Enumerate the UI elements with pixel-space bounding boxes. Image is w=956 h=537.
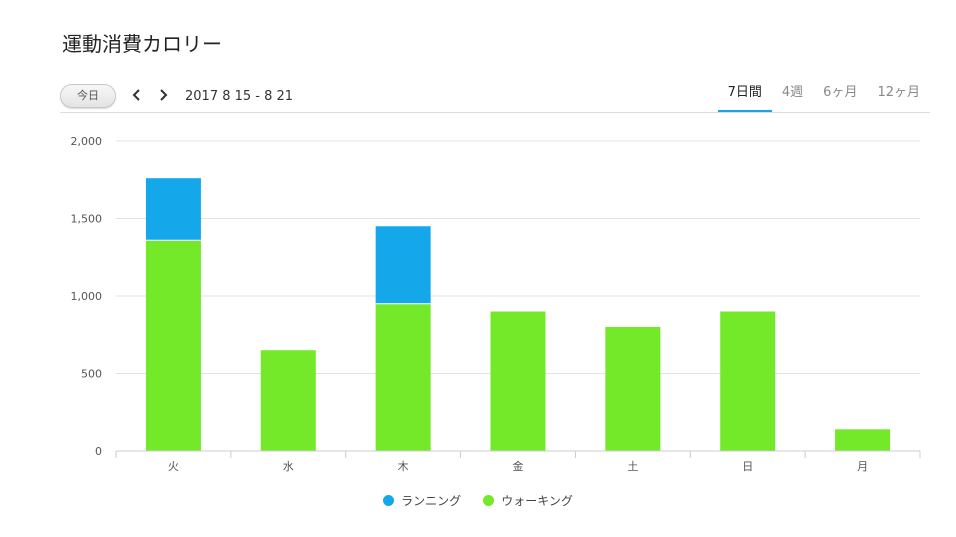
bar-segment[interactable] [375, 303, 431, 451]
date-toolbar: 今日 2017 8 15 - 8 21 7日間 4週 6ヶ月 12ヶ月 [60, 78, 930, 113]
legend-label: ランニング [401, 494, 462, 508]
legend-label: ウォーキング [501, 494, 573, 508]
chevron-right-icon [160, 89, 168, 101]
bar-segment[interactable] [375, 226, 431, 304]
tab-7-days[interactable]: 7日間 [717, 78, 772, 112]
prev-period-button[interactable] [128, 85, 146, 105]
y-tick-label: 0 [95, 445, 102, 458]
period-tabs: 7日間 4週 6ヶ月 12ヶ月 [717, 78, 930, 112]
page-title: 運動消費カロリー [62, 32, 222, 56]
x-tick-label: 火 [168, 460, 179, 473]
bar-segment[interactable] [720, 311, 776, 452]
legend-item-running[interactable]: ランニング [383, 492, 461, 509]
chart-legend: ランニング ウォーキング [0, 492, 956, 509]
bar-segment[interactable] [605, 327, 661, 451]
tab-4-weeks[interactable]: 4週 [781, 85, 804, 100]
legend-dot-icon [383, 495, 395, 506]
bar-segment[interactable] [490, 311, 546, 452]
x-tick-label: 水 [283, 460, 294, 473]
x-tick-label: 金 [513, 459, 524, 473]
bar-segment[interactable] [835, 429, 891, 451]
x-axis-ticks: 火水木金土日月 [168, 459, 868, 473]
chevron-left-icon [132, 89, 140, 101]
legend-dot-icon [483, 495, 495, 506]
date-range-label: 2017 8 15 - 8 21 [185, 89, 294, 104]
next-period-button[interactable] [154, 85, 172, 105]
y-tick-label: 500 [81, 368, 102, 381]
x-tick-label: 木 [398, 460, 409, 473]
legend-item-walking[interactable]: ウォーキング [483, 492, 573, 509]
calorie-bar-chart: 0 500 1,000 1,500 2,000 火 水 木 金 土 日 月 [71, 135, 921, 473]
y-tick-label: 2,000 [71, 135, 103, 148]
y-axis-ticks: 0 500 1,000 1,500 2,000 [71, 135, 103, 458]
y-tick-label: 1,000 [71, 290, 103, 303]
today-button[interactable]: 今日 [60, 84, 116, 108]
tab-12-months[interactable]: 12ヶ月 [877, 85, 920, 100]
bar-segment[interactable] [145, 240, 201, 451]
y-tick-label: 1,500 [71, 213, 103, 226]
x-tick-label: 日 [742, 460, 753, 473]
bar-segment[interactable] [145, 178, 201, 241]
bars [145, 178, 891, 452]
x-tick-label: 月 [857, 460, 868, 473]
x-axis [115, 450, 921, 458]
bar-segment[interactable] [260, 350, 316, 451]
x-tick-label: 土 [627, 460, 638, 473]
tab-6-months[interactable]: 6ヶ月 [823, 85, 858, 100]
